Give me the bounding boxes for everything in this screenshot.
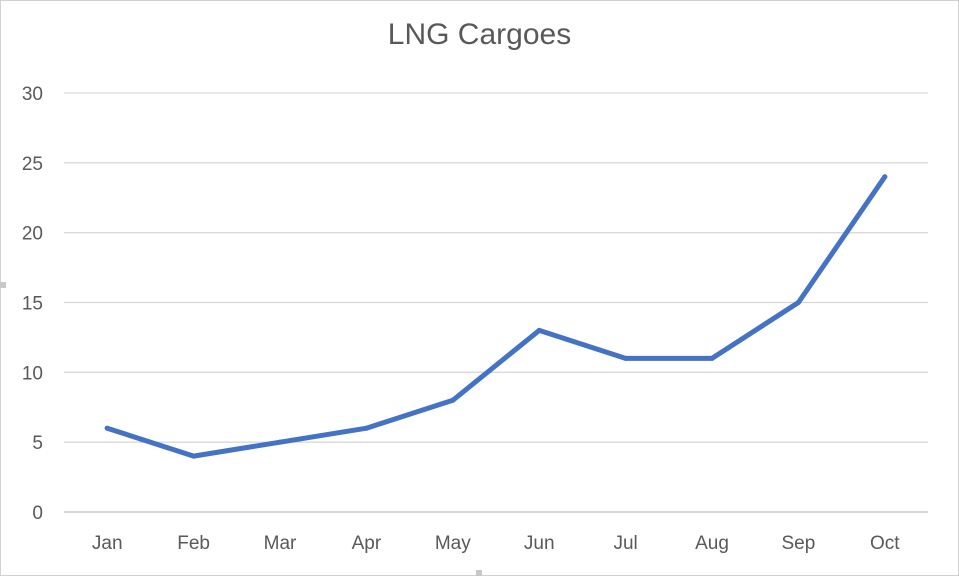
y-tick-label: 15 [22, 294, 43, 315]
x-tick-label: Sep [781, 533, 815, 554]
y-tick-label: 5 [32, 433, 43, 454]
x-tick-label: Mar [264, 533, 297, 554]
data-point[interactable] [709, 355, 715, 361]
y-tick-label: 10 [22, 363, 43, 384]
data-point[interactable] [450, 397, 456, 403]
x-tick-label: Feb [177, 533, 210, 554]
resize-handle-bottom[interactable] [476, 570, 482, 576]
data-point[interactable] [104, 425, 110, 431]
x-tick-label: Aug [695, 533, 729, 554]
data-point[interactable] [536, 327, 542, 333]
data-point[interactable] [795, 300, 801, 305]
y-tick-label: 0 [32, 503, 43, 524]
x-tick-label: Oct [870, 533, 900, 554]
data-point[interactable] [277, 439, 283, 445]
series-line[interactable] [104, 174, 888, 459]
x-tick-label: Jul [613, 533, 637, 554]
y-tick-label: 25 [22, 154, 43, 175]
x-tick-label: Apr [352, 533, 382, 554]
x-tick-label: Jun [524, 533, 555, 554]
data-point[interactable] [363, 425, 369, 431]
chart-title: LNG Cargoes [387, 18, 572, 51]
x-tick-label: Jan [92, 533, 123, 554]
data-point[interactable] [191, 453, 197, 459]
x-tick-label: May [435, 533, 471, 554]
data-point[interactable] [882, 174, 888, 180]
y-tick-label: 20 [22, 224, 43, 245]
resize-handle-left[interactable] [0, 282, 6, 288]
y-tick-label: 30 [22, 84, 43, 105]
data-point[interactable] [623, 355, 629, 361]
